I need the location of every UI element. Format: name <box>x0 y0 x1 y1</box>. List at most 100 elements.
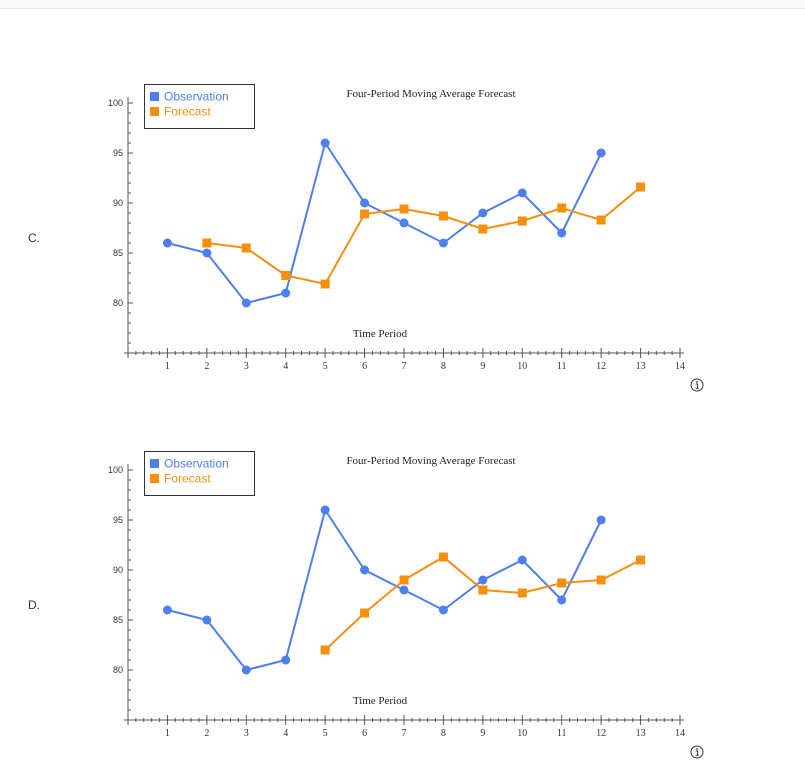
x-tick-label: 4 <box>283 361 288 372</box>
x-tick-label: 10 <box>517 728 527 739</box>
data-point-observation <box>399 585 409 595</box>
data-point-forecast <box>399 575 409 585</box>
data-point-observation <box>162 605 172 615</box>
y-tick-label: 90 <box>113 198 123 208</box>
x-tick-label: 10 <box>517 361 527 372</box>
x-tick-label: 5 <box>323 728 328 739</box>
x-tick-label: 9 <box>480 361 485 372</box>
data-point-observation <box>202 248 212 258</box>
data-point-forecast <box>320 279 330 289</box>
data-point-forecast <box>557 203 567 213</box>
x-tick-label: 3 <box>244 728 249 739</box>
data-point-forecast <box>438 211 448 221</box>
data-point-observation <box>360 198 370 208</box>
info-icon[interactable] <box>690 745 704 759</box>
data-point-observation <box>320 505 330 515</box>
legend-swatch <box>150 459 159 468</box>
data-point-forecast <box>281 271 291 280</box>
x-tick-label: 3 <box>244 361 249 372</box>
data-point-forecast <box>478 585 488 595</box>
y-tick-label: 80 <box>113 298 123 308</box>
data-point-observation <box>596 148 606 158</box>
data-point-observation <box>596 515 606 525</box>
legend-entry: Observation <box>164 457 229 471</box>
legend-entry: Observation <box>164 90 229 104</box>
y-tick-label: 90 <box>113 565 123 575</box>
x-tick-label: 14 <box>675 728 685 739</box>
data-point-observation <box>241 665 251 675</box>
x-tick-label: 7 <box>402 728 407 739</box>
option-d-label: D. <box>28 598 40 612</box>
data-point-observation <box>360 565 370 575</box>
option-c-label: C. <box>28 231 40 245</box>
x-tick-label: 9 <box>480 728 485 739</box>
x-tick-label: 6 <box>362 728 367 739</box>
legend-swatch <box>150 474 159 483</box>
legend-box <box>144 84 255 129</box>
legend-box <box>144 451 255 496</box>
x-tick-label: 14 <box>675 361 685 372</box>
y-tick-label: 95 <box>113 515 123 525</box>
data-point-forecast <box>557 578 567 588</box>
data-point-observation <box>438 238 448 248</box>
data-point-forecast <box>478 224 488 234</box>
x-tick-label: 5 <box>323 361 328 372</box>
x-tick-label: 11 <box>557 361 567 372</box>
data-point-observation <box>557 595 567 605</box>
x-tick-label: 12 <box>596 728 606 739</box>
data-point-forecast <box>360 209 370 219</box>
x-axis-label: Time Period <box>353 328 408 340</box>
x-tick-label: 6 <box>362 361 367 372</box>
y-tick-label: 85 <box>113 615 123 625</box>
y-tick-label: 85 <box>113 248 123 258</box>
series-line-observation <box>167 507 603 672</box>
data-point-forecast <box>202 238 212 248</box>
data-point-forecast <box>636 182 646 192</box>
x-tick-label: 8 <box>441 728 446 739</box>
x-tick-label: 7 <box>402 361 407 372</box>
x-axis-label: Time Period <box>353 695 408 707</box>
data-point-observation <box>162 238 172 248</box>
data-point-forecast <box>636 555 646 565</box>
data-point-forecast <box>517 216 527 226</box>
x-tick-label: 2 <box>204 361 209 372</box>
x-tick-label: 2 <box>204 728 209 739</box>
data-point-observation <box>517 555 527 565</box>
legend-entry: Forecast <box>164 105 211 119</box>
data-point-observation <box>517 188 527 198</box>
data-point-forecast <box>241 243 251 253</box>
series-line-observation <box>167 140 603 305</box>
data-point-observation <box>478 575 488 585</box>
x-tick-label: 1 <box>165 361 170 372</box>
data-point-forecast <box>596 575 606 585</box>
data-point-observation <box>281 655 291 665</box>
data-point-observation <box>202 615 212 625</box>
x-tick-label: 13 <box>636 361 646 372</box>
data-point-forecast <box>360 608 370 618</box>
x-tick-label: 1 <box>165 728 170 739</box>
y-tick-label: 100 <box>108 98 123 108</box>
x-tick-label: 12 <box>596 361 606 372</box>
data-point-observation <box>281 288 291 298</box>
y-tick-label: 100 <box>108 465 123 475</box>
y-tick-label: 80 <box>113 665 123 675</box>
data-point-observation <box>399 218 409 228</box>
chart-title: Four-Period Moving Average Forecast <box>346 88 515 100</box>
data-point-observation <box>320 138 330 148</box>
x-tick-label: 8 <box>441 361 446 372</box>
x-tick-label: 13 <box>636 728 646 739</box>
series-line-forecast <box>206 186 642 286</box>
series-line-forecast <box>324 555 642 651</box>
info-icon[interactable] <box>690 378 704 392</box>
chart-title: Four-Period Moving Average Forecast <box>346 455 515 467</box>
data-point-forecast <box>320 645 330 655</box>
data-point-forecast <box>399 204 409 214</box>
x-tick-label: 4 <box>283 728 288 739</box>
y-tick-label: 95 <box>113 148 123 158</box>
data-point-observation <box>478 208 488 218</box>
data-point-forecast <box>596 215 606 225</box>
